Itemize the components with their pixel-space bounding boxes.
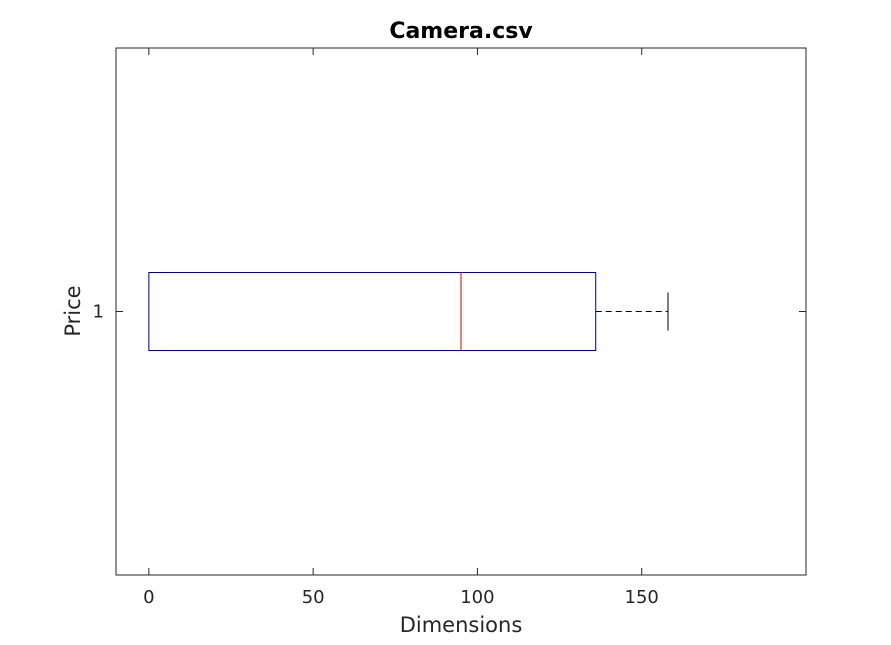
iqr-box [148,272,597,351]
y-axis-label: Price [61,285,85,336]
x-tick-label: 50 [302,587,325,608]
plot-area: 0 50 100 150 1 [93,47,807,608]
y-axis-ticks: 1 [93,302,806,323]
chart-title: Camera.csv [389,19,533,44]
x-axis-label: Dimensions [400,613,523,637]
x-axis-ticks: 0 50 100 150 [143,48,659,608]
x-tick-label: 0 [143,587,154,608]
box-group [148,272,669,351]
box-series [148,272,669,351]
x-tick-label: 150 [625,587,659,608]
y-tick-label: 1 [93,302,104,323]
x-tick-label: 100 [460,587,494,608]
